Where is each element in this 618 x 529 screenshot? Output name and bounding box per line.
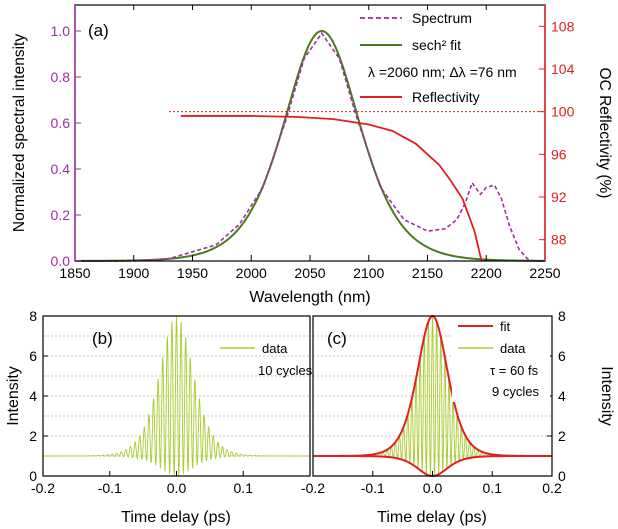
x-tick-label: 2250 [529, 265, 560, 281]
panel-b-ylabel: Intensity [5, 366, 22, 426]
x-tick-label: 0.0 [423, 480, 443, 496]
y-tick-label: 6 [558, 348, 566, 364]
y2-tick-label: 100 [551, 104, 575, 120]
x-tick-label: 2050 [294, 265, 325, 281]
y-tick-label: 4 [558, 388, 566, 404]
legend-label-fit: sech² fit [412, 37, 461, 53]
y-tick-label: 2 [29, 428, 37, 444]
panel-c-xlabel: Time delay (ps) [377, 509, 487, 526]
y-tick-label: 0 [29, 468, 37, 484]
x-tick-label: 0.1 [483, 480, 503, 496]
panel-c-annotation-cycles: 9 cycles [492, 384, 539, 399]
panel-a-label: (a) [88, 21, 109, 40]
y-tick-label: 0 [558, 468, 566, 484]
x-tick-label: 1850 [59, 265, 90, 281]
x-tick-label: -0.2 [301, 480, 325, 496]
legend-label-spectrum: Spectrum [412, 10, 472, 26]
y-tick-label: 0.2 [51, 207, 71, 223]
x-tick-label: -0.1 [361, 480, 385, 496]
y-tick-label: 8 [29, 308, 37, 324]
x-tick-label: 0.1 [234, 480, 254, 496]
panel-c: -0.2 -0.1 0.0 0.1 0.20 2 4 6 8 (c) fit data τ = … [301, 308, 615, 526]
legend-label-reflectivity: Reflectivity [412, 89, 480, 105]
x-tick-label: -0.1 [98, 480, 122, 496]
y-tick-label: 6 [29, 348, 37, 364]
panel-a-ylabel: Normalized spectral intensity [11, 34, 28, 232]
panel-c-annotation-tau: τ = 60 fs [490, 363, 539, 378]
panel-a-y2label: OC Reflectivity (%) [596, 68, 613, 199]
panel-b-label: (b) [92, 329, 113, 348]
y-tick-label: 1.0 [51, 23, 71, 39]
x-tick-label: -0.2 [31, 480, 55, 496]
series-spectrum [75, 31, 545, 262]
panel-c-legend-bg [452, 318, 550, 402]
panel-a: 1850 1900 1950 2000 2050 2100 2150 2200 2250 0.0 0… [11, 4, 613, 306]
panel-a-legend: Spectrum sech² fit λ =2060 nm; Δλ =76 nm… [360, 10, 517, 105]
panel-b-annotation: 10 cycles [258, 363, 313, 378]
y2-tick-label: 88 [551, 232, 567, 248]
y-tick-label: 0.4 [51, 161, 71, 177]
panel-b-xlabel: Time delay (ps) [121, 509, 231, 526]
y2-tick-label: 96 [551, 146, 567, 162]
series-data-fringes [43, 316, 310, 476]
legend-label-data-c: data [500, 341, 526, 356]
panel-a-annotation: λ =2060 nm; Δλ =76 nm [368, 64, 517, 80]
y2-tick-label: 108 [551, 18, 575, 34]
panel-c-label: (c) [327, 329, 347, 348]
y-tick-label: 2 [558, 428, 566, 444]
y-tick-label: 0.0 [51, 253, 71, 269]
panel-c-ylabel: Intensity [598, 366, 615, 426]
y-tick-label: 4 [29, 388, 37, 404]
x-tick-label: 0.2 [542, 480, 562, 496]
x-tick-label: 1900 [118, 265, 149, 281]
legend-label-fit-c: fit [500, 319, 511, 334]
y2-tick-label: 104 [551, 61, 575, 77]
x-tick-label: 2200 [471, 265, 502, 281]
y2-tick-label: 92 [551, 189, 567, 205]
legend-label-data-b: data [262, 341, 288, 356]
panel-a-xlabel: Wavelength (nm) [249, 289, 370, 306]
y-tick-label: 0.8 [51, 69, 71, 85]
panel-b: -0.2 -0.1 0.0 0.1 0 2 4 6 8 (b) data 10 cycles T… [5, 308, 313, 526]
x-tick-label: 2000 [236, 265, 267, 281]
y-tick-label: 8 [558, 308, 566, 324]
x-tick-label: 2150 [412, 265, 443, 281]
x-tick-label: 0.0 [167, 480, 187, 496]
y-tick-label: 0.6 [51, 115, 71, 131]
x-tick-label: 2100 [353, 265, 384, 281]
x-tick-label: 1950 [177, 265, 208, 281]
series-reflectivity [180, 115, 483, 262]
